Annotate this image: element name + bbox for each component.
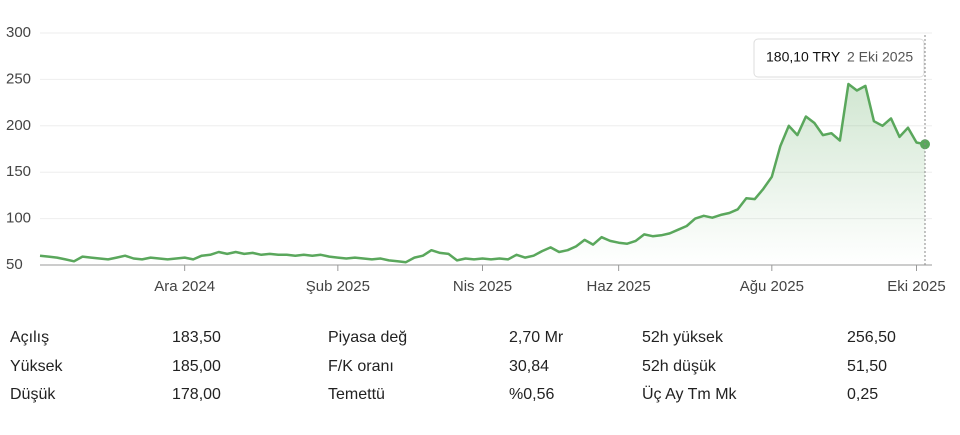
stat-label: Düşük [10, 386, 56, 403]
stat-value: 256,50 [847, 329, 896, 346]
y-tick-label: 250 [6, 70, 31, 87]
stat-label: Temettü [328, 386, 385, 403]
stat-label: 52h düşük [642, 358, 717, 375]
stat-value: 30,84 [509, 358, 549, 375]
y-tick-label: 100 [6, 210, 31, 227]
area [40, 84, 925, 265]
stat-value: %0,56 [509, 386, 554, 403]
stat-value: 185,00 [172, 358, 221, 375]
x-tick-label: Nis 2025 [453, 278, 512, 295]
x-tick-label: Haz 2025 [587, 278, 651, 295]
stat-value: 2,70 Mr [509, 329, 564, 346]
stat-label: Yüksek [10, 358, 63, 375]
price-line [39, 82, 926, 264]
stat-label: 52h yüksek [642, 329, 724, 346]
stats-table: Açılış 183,50 Piyasa değ 2,70 Mr 52h yüksek 2… [10, 329, 896, 403]
stat-label: Piyasa değ [328, 329, 407, 346]
x-tick-label: Eki 2025 [887, 278, 945, 295]
tooltip-value: 180,10 TRY [766, 49, 841, 65]
x-tick-label: Ara 2024 [154, 278, 215, 295]
tooltip-box [753, 38, 925, 78]
stat-value: 183,50 [172, 329, 221, 346]
x-tick-label: Şub 2025 [306, 278, 370, 295]
y-tick-label: 50 [6, 256, 23, 273]
tooltip: 180,10 TRY 2 Eki 2025 [753, 38, 925, 78]
y-tick-label: 300 [6, 24, 31, 41]
y-tick-label: 200 [6, 117, 31, 134]
stat-label: F/K oranı [328, 358, 394, 375]
stat-value: 178,00 [172, 386, 221, 403]
tooltip-date: 2 Eki 2025 [847, 49, 913, 65]
stat-value: 51,50 [847, 358, 887, 375]
x-tick-label: Ağu 2025 [740, 278, 804, 295]
stat-label: Üç Ay Tm Mk [642, 385, 738, 403]
y-tick-label: 150 [6, 163, 31, 180]
stat-value: 0,25 [847, 386, 878, 403]
stat-label: Açılış [10, 329, 49, 346]
plot [39, 82, 930, 265]
